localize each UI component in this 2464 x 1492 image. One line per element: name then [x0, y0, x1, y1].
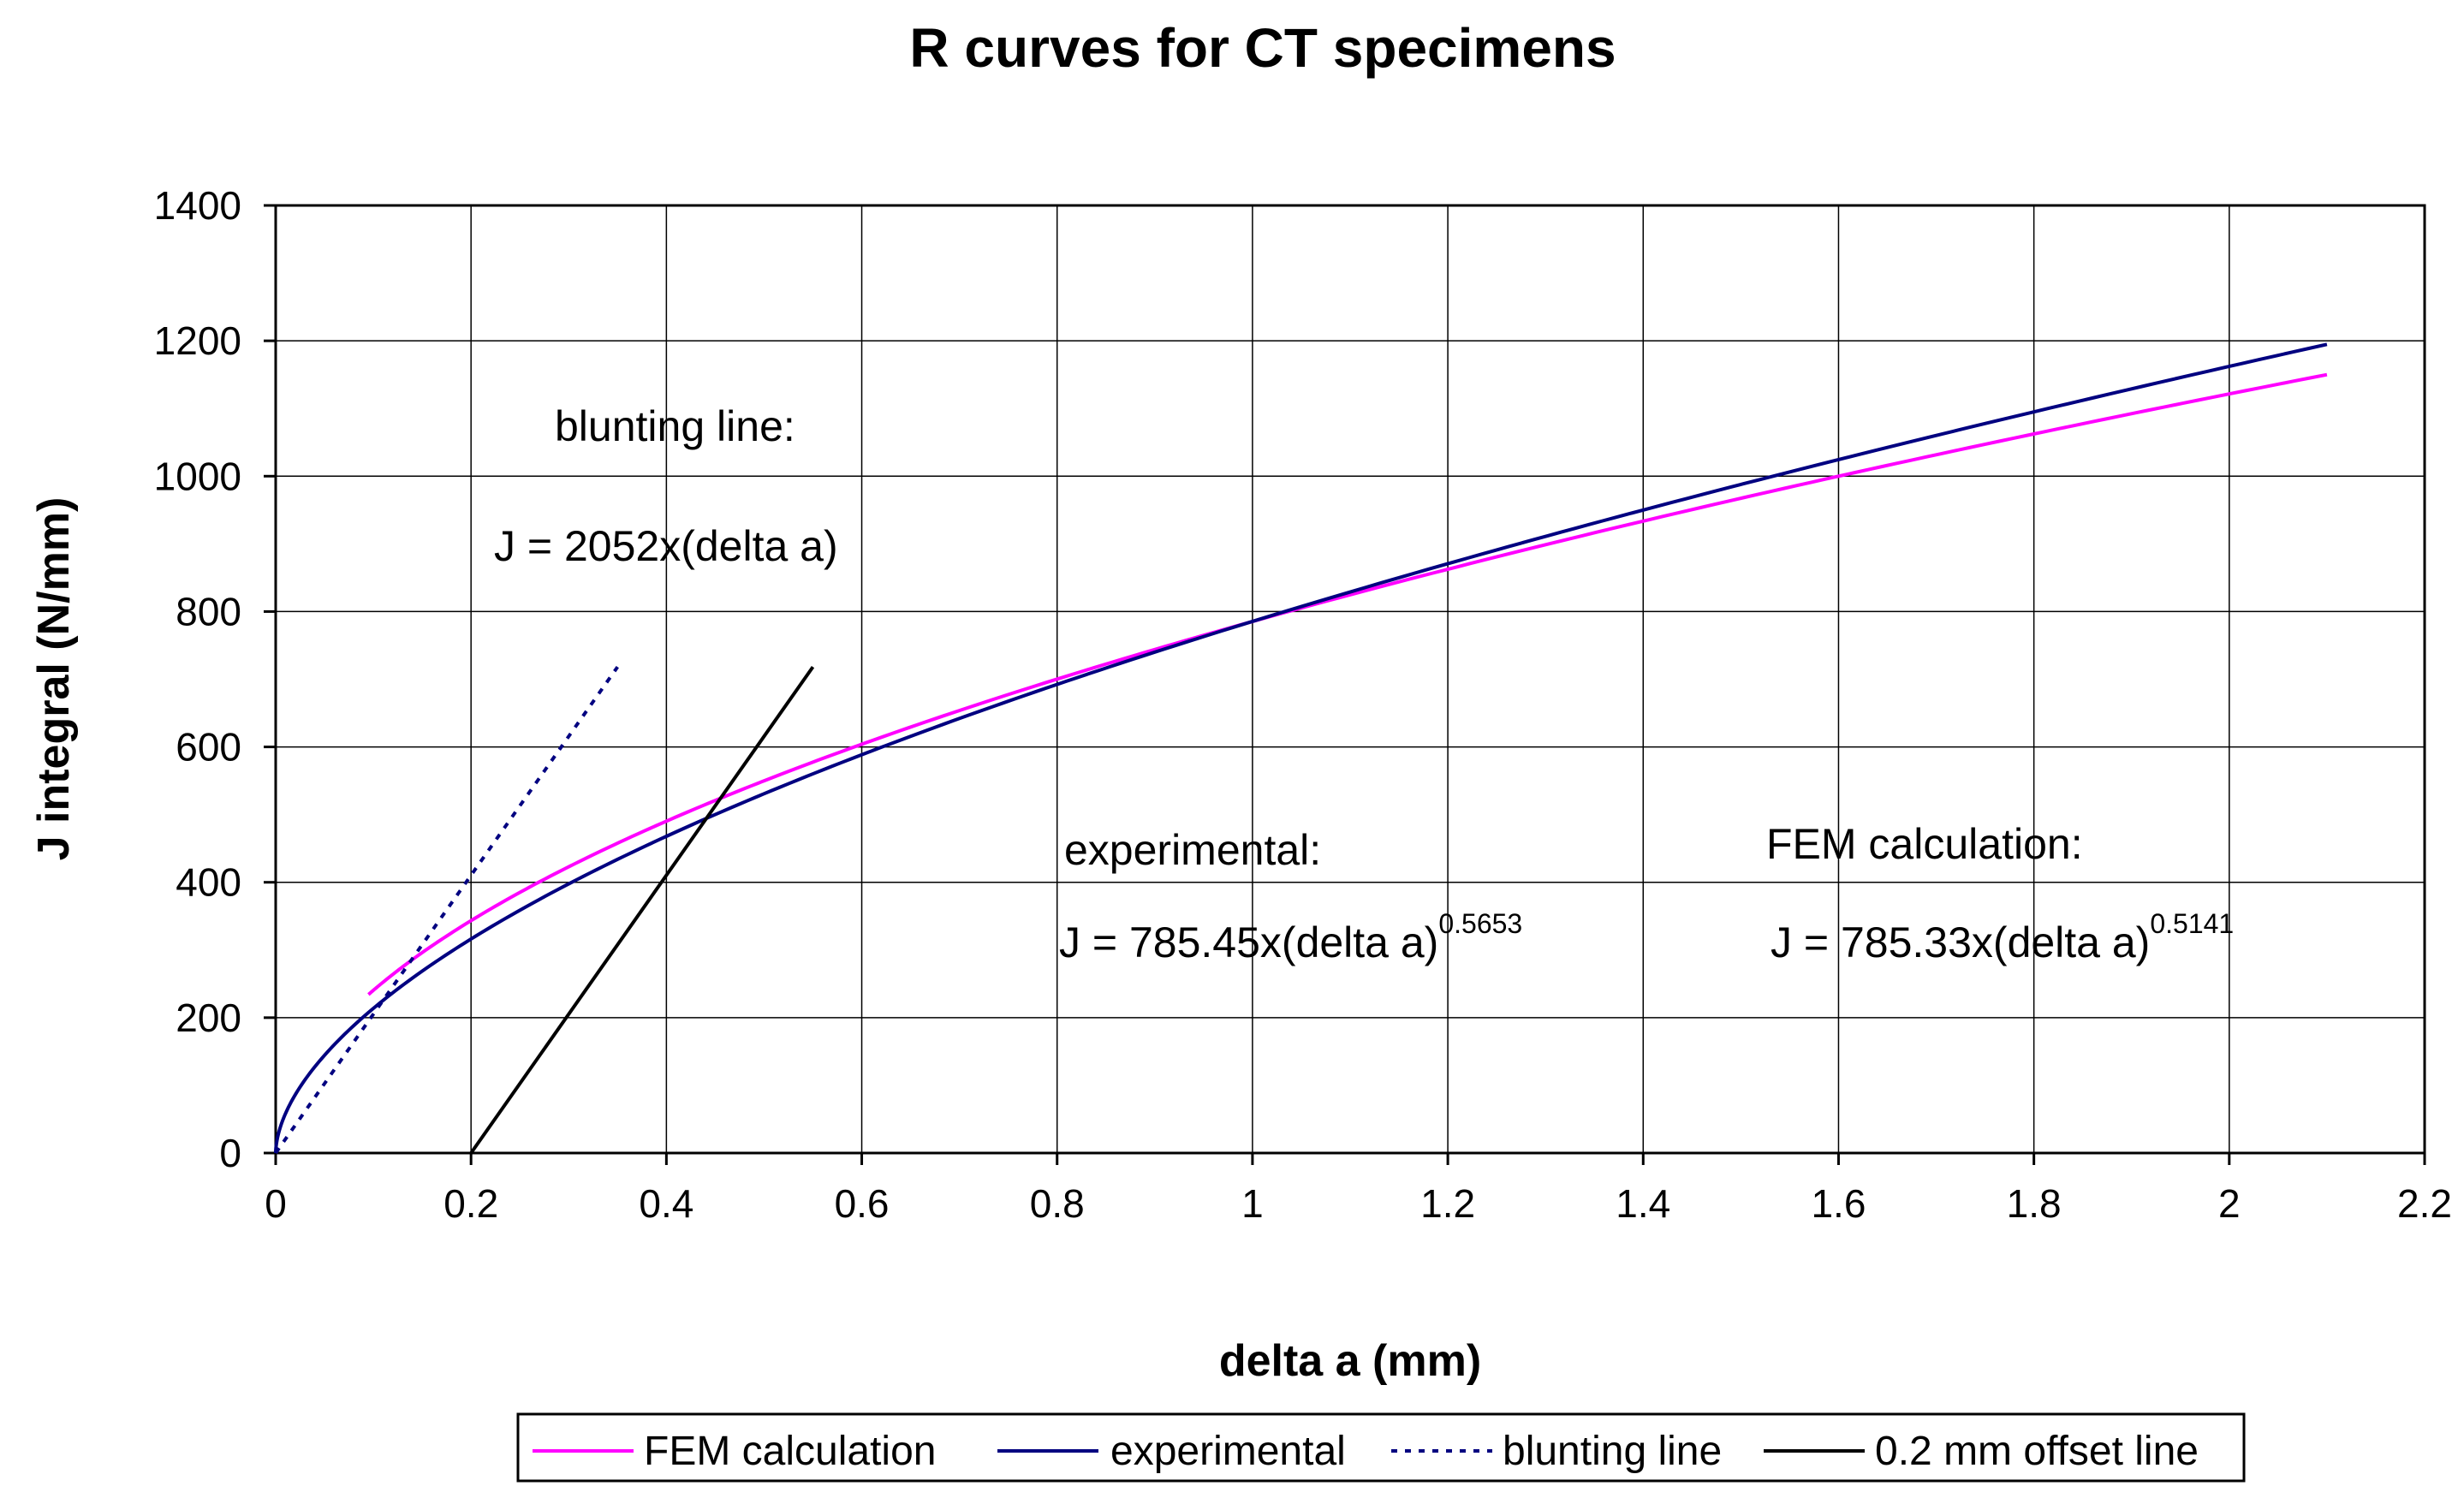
- y-tick-label: 200: [176, 996, 241, 1040]
- annotation-fem-exponent: 0.5141: [2150, 908, 2234, 939]
- x-tick-label: 0.8: [1030, 1181, 1085, 1226]
- annotation-experimental-label: experimental:: [1064, 826, 1321, 874]
- annotation-fem-equation: J = 785.33x(delta a)0.5141: [1771, 908, 2234, 966]
- x-tick-label: 0.6: [835, 1181, 890, 1226]
- y-tick-label: 1200: [154, 318, 241, 363]
- legend-label-blunting-line: blunting line: [1503, 1429, 1722, 1474]
- series-fem-calculation-line: [367, 372, 2328, 996]
- x-tick-label: 2: [2218, 1181, 2241, 1226]
- chart-title: R curves for CT specimens: [909, 17, 1616, 79]
- x-tick-marks: [274, 1153, 2426, 1165]
- x-tick-label: 0.2: [443, 1181, 498, 1226]
- annotation-experimental-equation-base: J = 785.45x(delta a): [1059, 918, 1438, 966]
- annotation-experimental-exponent: 0.5653: [1438, 908, 1522, 939]
- annotation-experimental-equation: J = 785.45x(delta a)0.5653: [1059, 908, 1522, 966]
- y-tick-label: 1000: [154, 454, 241, 498]
- x-tick-label: 1.8: [2007, 1181, 2062, 1226]
- y-axis-title: J integral (N/mm): [29, 497, 79, 861]
- annotation-fem-equation-base: J = 785.33x(delta a): [1771, 918, 2150, 966]
- x-axis-title: delta a (mm): [1219, 1336, 1481, 1386]
- x-tick-label: 1: [1241, 1181, 1264, 1226]
- annotation-blunting-label: blunting line:: [555, 402, 795, 450]
- y-tick-label: 1400: [154, 183, 241, 228]
- plot-area: [274, 204, 2426, 1155]
- legend-label-offset-line: 0.2 mm offset line: [1875, 1429, 2199, 1474]
- series-experimental-line: [274, 342, 2328, 1154]
- x-tick-label: 2.2: [2397, 1181, 2452, 1226]
- y-tick-label: 400: [176, 860, 241, 905]
- x-gridlines: [470, 205, 2230, 1153]
- y-tick-label: 800: [176, 589, 241, 633]
- y-tick-label: 600: [176, 725, 241, 770]
- x-tick-label: 0.4: [639, 1181, 693, 1226]
- x-tick-label: 1.6: [1811, 1181, 1866, 1226]
- series-layer: [274, 342, 2328, 1155]
- x-tick-label: 1.2: [1420, 1181, 1475, 1226]
- legend-label-fem-calculation: FEM calculation: [644, 1429, 936, 1474]
- legend: FEM calculation experimental blunting li…: [516, 1412, 2246, 1483]
- y-tick-marks: [264, 204, 276, 1155]
- x-tick-label: 1.4: [1616, 1181, 1670, 1226]
- x-tick-label: 0: [265, 1181, 287, 1226]
- legend-box: [516, 1412, 2246, 1483]
- legend-label-experimental: experimental: [1110, 1429, 1346, 1474]
- series-blunting-line: [274, 665, 619, 1155]
- y-tick-labels: 0 200 400 600 800 1000 1200 1400: [154, 183, 241, 1175]
- annotation-blunting-equation: J = 2052x(delta a): [494, 522, 838, 570]
- annotation-fem-label: FEM calculation:: [1766, 820, 2083, 868]
- y-gridlines: [276, 340, 2425, 1019]
- x-tick-labels: 0 0.2 0.4 0.6 0.8 1 1.2 1.4 1.6 1.8 2 2.2: [265, 1181, 2452, 1226]
- y-tick-label: 0: [219, 1131, 241, 1175]
- series-offset-line: [469, 665, 815, 1155]
